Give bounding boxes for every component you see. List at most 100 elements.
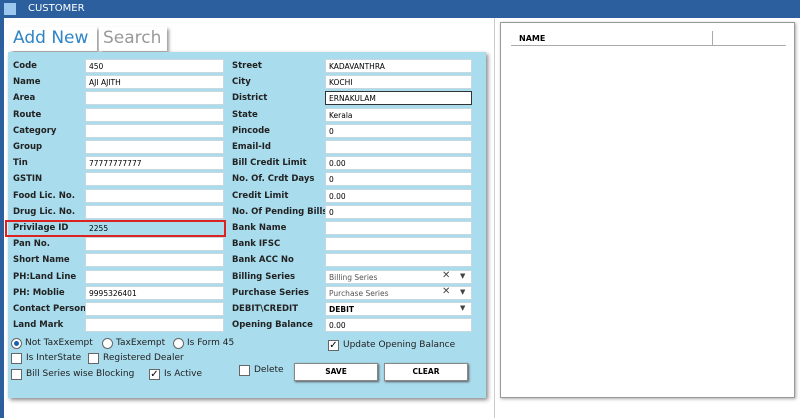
dropdown[interactable]: DEBIT xyxy=(325,302,472,316)
text-input[interactable] xyxy=(85,123,224,138)
field-label: Group xyxy=(13,142,43,152)
text-input[interactable]: 0.00 xyxy=(325,318,472,333)
text-input[interactable]: KADAVANTHRA xyxy=(325,59,472,73)
radio-dot xyxy=(14,341,19,346)
tab[interactable]: Add New xyxy=(10,27,97,51)
field-label: Opening Balance xyxy=(232,320,313,331)
field-value: ERNAKULAM xyxy=(329,94,376,104)
field-value: 0.00 xyxy=(329,191,346,201)
field-label: Bill Credit Limit xyxy=(232,158,307,169)
field-value: 2255 xyxy=(89,224,109,233)
text-input[interactable] xyxy=(85,188,224,203)
field-value: 450 xyxy=(89,62,104,71)
text-input[interactable] xyxy=(325,140,472,154)
dropdown-arrow[interactable]: ▼ xyxy=(460,271,466,280)
text-input[interactable] xyxy=(85,253,224,268)
dropdown[interactable]: Billing Series xyxy=(325,269,472,284)
radio-button[interactable] xyxy=(102,338,113,349)
field-value: 0 xyxy=(329,175,334,185)
checkbox[interactable]: ✓ xyxy=(328,340,339,351)
text-input[interactable]: 0.00 xyxy=(325,188,472,203)
text-input[interactable] xyxy=(85,91,224,106)
text-input[interactable]: 0 xyxy=(325,172,472,187)
text-input[interactable] xyxy=(325,221,472,235)
checkbox-label: Update Opening Balance xyxy=(343,340,456,350)
field-label: PH:Land Line xyxy=(13,271,77,282)
checkbox[interactable]: ✓ xyxy=(149,369,160,380)
checkbox[interactable] xyxy=(88,353,99,364)
field-label: Land Mark xyxy=(13,320,64,331)
text-input[interactable]: AJI AJITH xyxy=(85,75,224,90)
tab-label: Search xyxy=(103,28,162,48)
checkbox[interactable] xyxy=(11,353,22,364)
text-input[interactable] xyxy=(85,172,224,187)
dropdown-arrow[interactable]: ▼ xyxy=(460,287,466,296)
field-value: DEBIT xyxy=(329,305,354,314)
list-header: NAME xyxy=(511,31,786,46)
field-label: Street xyxy=(232,61,262,71)
checkbox-label: Is InterState xyxy=(26,353,82,363)
text-input[interactable]: 0 xyxy=(325,204,472,219)
field-value: KOCHI xyxy=(329,78,353,88)
text-input[interactable] xyxy=(325,253,472,268)
column-header: NAME xyxy=(519,34,546,43)
radio-button[interactable] xyxy=(11,338,22,349)
text-input[interactable] xyxy=(85,107,224,122)
text-input[interactable]: 0.00 xyxy=(325,156,472,171)
radio-button[interactable] xyxy=(173,338,184,349)
text-input[interactable]: ERNAKULAM xyxy=(325,91,472,106)
checkbox-label: Registered Dealer xyxy=(103,353,184,363)
text-input[interactable] xyxy=(85,302,224,316)
checkbox[interactable] xyxy=(11,369,22,380)
field-label: Contact Person xyxy=(13,304,87,314)
text-input[interactable] xyxy=(85,318,224,333)
field-label: Drug Lic. No. xyxy=(13,206,76,217)
list-panel: NAME xyxy=(500,22,795,398)
text-input[interactable] xyxy=(85,204,224,219)
field-label: Pan No. xyxy=(13,239,50,250)
radio-label: TaxExempt xyxy=(116,338,166,348)
field-label: Pincode xyxy=(232,125,270,136)
field-label: Category xyxy=(13,125,57,136)
clear-button[interactable]: ✕ xyxy=(442,285,451,297)
field-label: Short Name xyxy=(13,255,70,266)
field-label: No. Of. Crdt Days xyxy=(232,174,315,185)
window-border xyxy=(0,18,4,418)
text-input[interactable]: 9995326401 xyxy=(85,285,224,300)
form-panel: Code 450 Name AJI AJITH Area Route Category Gro… xyxy=(5,52,486,398)
dropdown[interactable]: Purchase Series xyxy=(325,285,472,300)
field-label: Email-Id xyxy=(232,142,272,152)
field-label: Bank IFSC xyxy=(232,239,281,250)
text-input[interactable] xyxy=(85,269,224,284)
field-label: Purchase Series xyxy=(232,287,309,298)
text-input[interactable]: Kerala xyxy=(325,107,472,122)
field-value: 9995326401 xyxy=(89,288,137,298)
field-value: AJI AJITH xyxy=(89,78,121,88)
field-label: Area xyxy=(13,93,36,104)
text-input[interactable]: KOCHI xyxy=(325,75,472,90)
text-input[interactable] xyxy=(325,237,472,252)
field-label: GSTIN xyxy=(13,174,43,185)
checkbox[interactable] xyxy=(239,365,250,376)
field-value: 0 xyxy=(329,126,334,136)
text-input[interactable] xyxy=(85,140,224,154)
radio-label: Is Form 45 xyxy=(187,338,235,348)
field-label: Billing Series xyxy=(232,271,296,282)
field-label: Tin xyxy=(13,158,28,169)
text-input[interactable]: 77777777777 xyxy=(85,156,224,171)
button[interactable]: CLEAR xyxy=(384,363,468,381)
field-value: KADAVANTHRA xyxy=(329,62,385,71)
text-input[interactable] xyxy=(85,237,224,252)
tab[interactable]: Search xyxy=(99,27,167,51)
button[interactable]: SAVE xyxy=(294,363,378,381)
field-value: Kerala xyxy=(329,110,353,120)
text-input[interactable]: 450 xyxy=(85,59,224,73)
field-label: Name xyxy=(13,77,41,88)
field-label: Route xyxy=(13,109,42,120)
text-input[interactable]: 0 xyxy=(325,123,472,138)
tab-label: Add New xyxy=(13,28,89,48)
text-input[interactable]: 2255 xyxy=(5,220,226,237)
clear-button[interactable]: ✕ xyxy=(442,269,451,281)
field-label: Bank Name xyxy=(232,223,287,233)
dropdown-arrow[interactable]: ▼ xyxy=(460,304,466,312)
